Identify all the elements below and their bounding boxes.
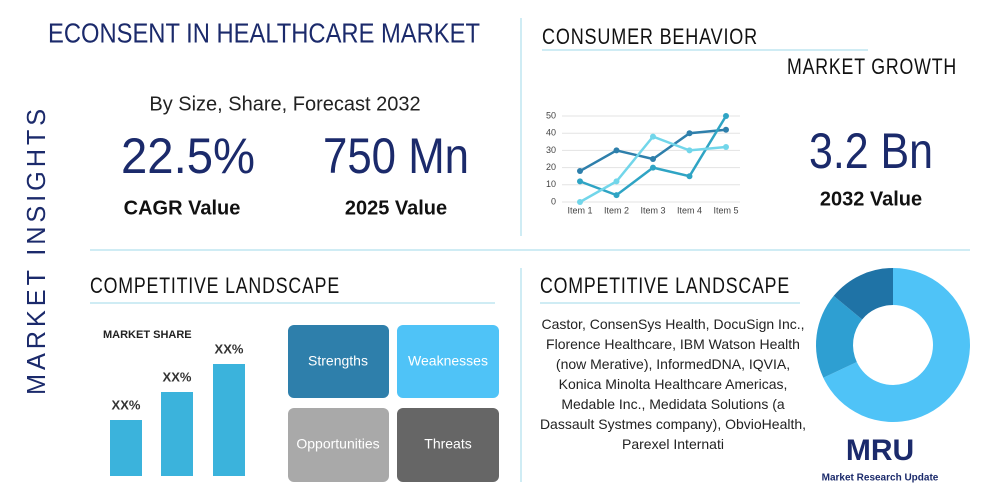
swot-cell	[397, 408, 499, 482]
stat-value: 3.2 Bn	[809, 123, 933, 179]
swot-cell	[288, 408, 389, 482]
y-tick-label: 0	[551, 196, 556, 206]
y-tick-label: 30	[546, 145, 556, 155]
section-subtitle: MARKET GROWTH	[787, 54, 957, 79]
company-list: Castor, ConsenSys Health, DocuSign Inc.,…	[539, 316, 807, 452]
swot-cell	[397, 325, 499, 398]
title: ECONSENT IN HEALTHCARE MARKET	[48, 17, 480, 48]
y-tick-label: 10	[546, 179, 556, 189]
value-label: XX%	[215, 341, 244, 356]
bar	[161, 392, 193, 476]
stat-value: 750 Mn	[323, 128, 469, 184]
point	[686, 147, 693, 154]
stat-value: 22.5%	[121, 128, 255, 184]
donut-segment	[815, 295, 863, 378]
y-tick-label: 40	[546, 128, 556, 138]
point	[577, 168, 583, 175]
y-tick-label: 50	[546, 110, 556, 120]
swot-cell	[288, 325, 389, 398]
chart-title: MARKET SHARE	[103, 329, 192, 341]
value-label: XX%	[112, 397, 141, 412]
value-label: XX%	[163, 369, 192, 384]
swot-label: Opportunities	[296, 436, 379, 452]
point	[686, 173, 693, 180]
point	[613, 192, 620, 199]
subtitle: By Size, Share, Forecast 2032	[149, 93, 420, 115]
section-title: COMPETITIVE LANDSCAPE	[90, 273, 340, 298]
logo-mark: MRU	[846, 434, 914, 467]
x-tick-label: Item 3	[640, 205, 665, 215]
point	[686, 130, 693, 137]
point	[613, 147, 620, 154]
stat-label: 2025 Value	[345, 197, 447, 219]
x-tick-label: Item 1	[567, 205, 592, 215]
section-title: COMPETITIVE LANDSCAPE	[540, 273, 790, 298]
company-list-box: Castor, ConsenSys Health, DocuSign Inc.,…	[539, 316, 807, 452]
point	[577, 199, 583, 205]
series-line	[579, 115, 728, 197]
swot-label: Weaknesses	[408, 353, 488, 369]
stat-label: 2032 Value	[820, 188, 922, 210]
x-tick-label: Item 4	[677, 205, 702, 215]
donut-segment	[833, 268, 893, 320]
point	[723, 113, 729, 119]
point	[650, 164, 656, 171]
bar	[110, 420, 142, 476]
stat-label: CAGR Value	[124, 197, 241, 219]
logo-text: Market Research Update	[822, 473, 939, 484]
x-tick-label: Item 2	[604, 205, 629, 215]
x-tick-label: Item 5	[713, 205, 738, 215]
bar	[213, 364, 245, 476]
donut-segment	[823, 268, 970, 422]
point	[650, 156, 656, 162]
point	[723, 143, 729, 150]
y-tick-label: 20	[546, 162, 556, 172]
point	[577, 178, 583, 185]
swot-label: Threats	[424, 436, 471, 452]
side-label: MARKET INSIGHTS	[21, 105, 51, 395]
point	[613, 178, 620, 185]
point	[650, 133, 656, 140]
swot-label: Strengths	[308, 353, 368, 369]
section-title: CONSUMER BEHAVIOR	[542, 24, 758, 49]
point	[723, 126, 729, 133]
